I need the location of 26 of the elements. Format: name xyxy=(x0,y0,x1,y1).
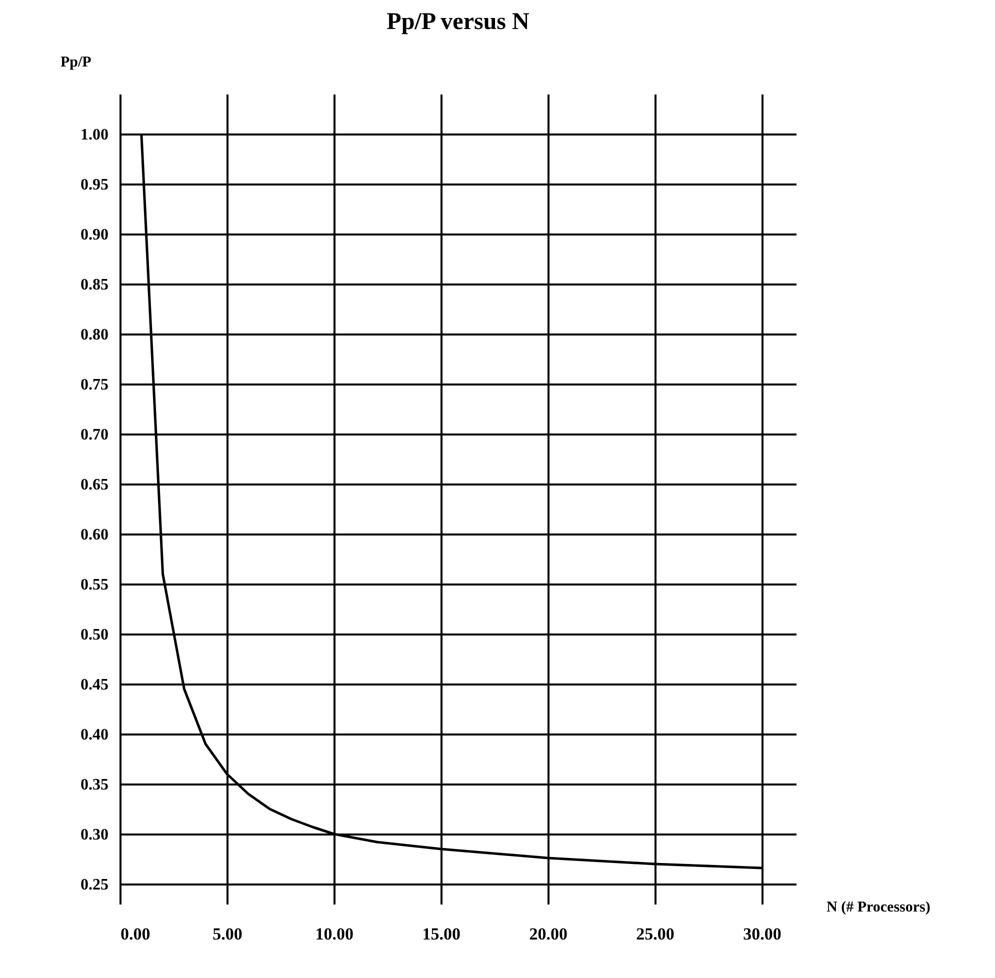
x-tick-label: 5.00 xyxy=(212,924,242,944)
y-tick-label: 0.25 xyxy=(80,876,108,894)
y-tick-label: 0.45 xyxy=(80,676,108,694)
x-tick-label: 25.00 xyxy=(636,924,674,944)
y-axis-title: Pp/P xyxy=(60,54,92,70)
y-tick-label: 0.55 xyxy=(80,576,108,594)
y-tick-label: 1.00 xyxy=(80,126,108,144)
y-tick-label: 0.75 xyxy=(80,376,108,394)
y-tick-label: 0.85 xyxy=(80,276,108,294)
y-tick-label: 0.65 xyxy=(80,476,108,494)
y-tick-label: 0.70 xyxy=(80,426,108,444)
chart-title: Pp/P versus N xyxy=(386,9,530,35)
y-tick-label: 0.60 xyxy=(80,526,108,544)
y-tick-label: 0.40 xyxy=(80,726,108,744)
y-tick-label: 0.80 xyxy=(80,326,108,344)
x-tick-label: 15.00 xyxy=(422,924,461,944)
y-tick-label: 0.30 xyxy=(80,826,108,844)
x-tick-label: 20.00 xyxy=(529,924,568,944)
x-tick-label: 30.00 xyxy=(743,924,782,944)
x-tick-label: 0.00 xyxy=(120,924,150,944)
x-tick-label: 10.00 xyxy=(315,924,354,944)
y-tick-label: 0.50 xyxy=(80,626,108,644)
y-tick-label: 0.95 xyxy=(80,176,108,194)
y-tick-label: 0.35 xyxy=(80,776,108,794)
y-tick-label: 0.90 xyxy=(80,226,108,244)
x-axis-title: N (# Processors) xyxy=(826,900,930,916)
